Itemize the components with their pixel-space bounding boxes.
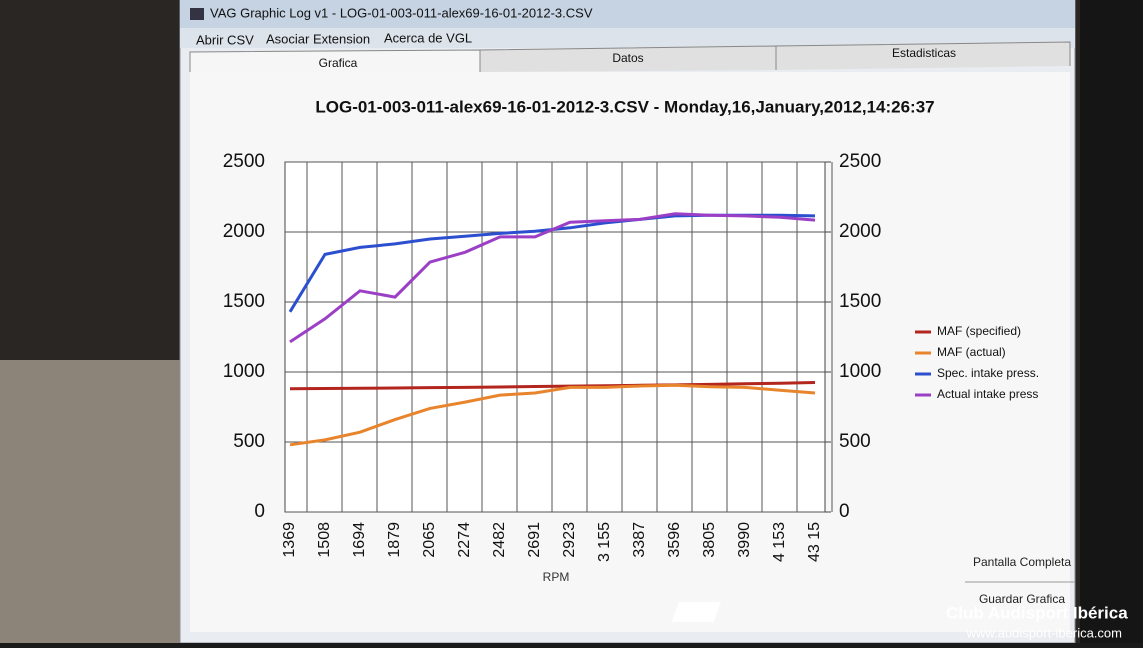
series-line — [289, 381, 816, 391]
watermark-name: Club Audisport Ibérica — [946, 603, 1128, 622]
tab-label[interactable]: Grafica — [319, 56, 358, 70]
x-tick-label: 3 155 — [596, 522, 613, 562]
legend-label: Spec. intake press. — [937, 366, 1039, 380]
menu-item[interactable]: Asociar Extension — [266, 31, 370, 46]
x-tick-label: 3596 — [666, 522, 683, 558]
x-tick-label: 1879 — [386, 522, 403, 558]
button[interactable]: Pantalla Completa — [973, 555, 1071, 569]
y-tick-label: 500 — [233, 431, 265, 452]
series-line — [289, 383, 816, 447]
y2-tick-label: 2500 — [839, 151, 881, 172]
button[interactable]: Guardar Grafica — [979, 592, 1065, 606]
car-dash — [1080, 0, 1143, 643]
x-tick-label: 2482 — [491, 522, 508, 558]
y2-tick-label: 2000 — [839, 221, 881, 242]
x-axis-label: RPM — [543, 570, 570, 584]
tab-label[interactable]: Estadisticas — [892, 46, 956, 60]
y2-tick-label: 500 — [839, 431, 871, 452]
menu-bar — [180, 28, 1075, 48]
car-interior — [0, 360, 180, 643]
legend-label: MAF (actual) — [937, 345, 1006, 359]
plot-area — [284, 161, 826, 513]
watermark-url: www.audisport-iberica.com — [966, 625, 1122, 640]
y-tick-label: 1500 — [223, 291, 265, 312]
x-tick-label: 2274 — [456, 522, 473, 558]
legend-label: MAF (specified) — [937, 324, 1021, 338]
x-tick-label: 1508 — [316, 522, 333, 558]
x-tick-label: 3805 — [701, 522, 718, 558]
x-tick-label: 3990 — [736, 522, 753, 558]
chart-title: LOG-01-003-011-alex69-16-01-2012-3.CSV -… — [315, 97, 934, 116]
y2-tick-label: 1000 — [839, 361, 881, 382]
tab[interactable] — [775, 41, 1071, 70]
series-line — [289, 212, 816, 344]
y-tick-label: 1000 — [223, 361, 265, 382]
x-tick-label: 43 15 — [806, 522, 823, 562]
y-tick-label: 2000 — [223, 221, 265, 242]
menu-item[interactable]: Abrir CSV — [196, 32, 254, 47]
x-tick-label: 2065 — [421, 522, 438, 558]
x-tick-label: 3387 — [631, 522, 648, 558]
x-tick-label: 2923 — [561, 522, 578, 558]
x-tick-label: 4 153 — [771, 522, 788, 562]
y-tick-label: 0 — [254, 501, 265, 522]
tab-label[interactable]: Datos — [612, 51, 643, 65]
watermark-logo — [671, 602, 721, 622]
app-icon — [190, 8, 204, 20]
x-tick-label: 2691 — [526, 522, 543, 558]
y2-tick-label: 1500 — [839, 291, 881, 312]
x-tick-label: 1694 — [351, 522, 368, 558]
title-bar — [180, 0, 1075, 28]
y2-tick-label: 0 — [839, 501, 850, 522]
legend-label: Actual intake press — [937, 387, 1038, 401]
window-title: VAG Graphic Log v1 - LOG-01-003-011-alex… — [210, 5, 593, 20]
x-tick-label: 1369 — [281, 522, 298, 558]
y-tick-label: 2500 — [223, 151, 265, 172]
menu-item[interactable]: Acerca de VGL — [384, 30, 472, 45]
